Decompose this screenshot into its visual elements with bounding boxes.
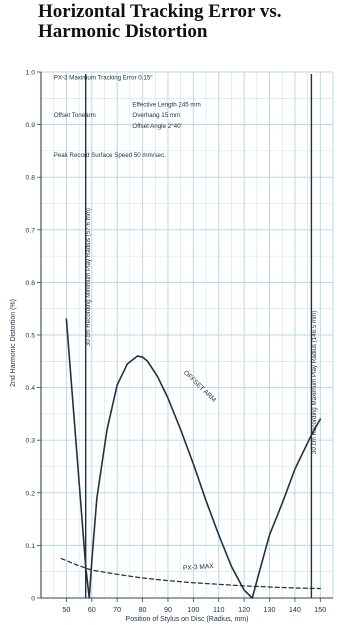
- chart-title: Horizontal Tracking Error vs. Harmonic D…: [38, 2, 328, 42]
- chart-info-text: Effective Length 245 mm: [132, 102, 200, 109]
- x-tick-label: 140: [289, 605, 301, 614]
- vertical-marker-label: 30 cm Recording Minimum Play Radius (57.…: [85, 208, 92, 346]
- y-tick-label: 0.9: [26, 122, 36, 129]
- y-tick-label: 0.1: [26, 543, 36, 550]
- chart-info-text: PX-3 Maximum Tracking Error 0.15°: [54, 74, 154, 81]
- chart-series: [60, 318, 322, 599]
- x-axis-label: Position of Stylus on Disc (Radius, mm): [126, 616, 249, 623]
- chart-info-text: Offset Angle 2°40': [132, 123, 181, 130]
- vertical-markers: 30 cm Recording Minimum Play Radius (57.…: [84, 74, 318, 598]
- axis-ticks: [37, 71, 321, 602]
- px3-max-series-line: [60, 557, 321, 590]
- chart-title-line-2: Harmonic Distortion: [38, 21, 208, 42]
- x-tick-label: 70: [113, 605, 121, 614]
- series-annotation: OFFSET ARM: [182, 369, 217, 403]
- x-tick-label: 90: [164, 605, 172, 614]
- x-tick-label: 60: [88, 605, 96, 614]
- x-tick-label: 100: [187, 605, 199, 614]
- y-tick-label: 0.8: [26, 175, 36, 182]
- y-axis-label: 2nd Harmonic Distortion (%): [10, 299, 17, 387]
- chart-info-text: Offset Tonearm: [54, 112, 96, 119]
- y-tick-label: 0: [31, 596, 35, 603]
- x-tick-label: 50: [62, 605, 70, 614]
- offset-arm-series-line: [65, 318, 322, 599]
- x-tick-label: 130: [264, 605, 276, 614]
- y-tick-label: 0.3: [26, 438, 36, 445]
- vertical-marker-label: 30 cm Recording Maximum Play Radius (146…: [311, 311, 318, 454]
- chart-title-line-1: Horizontal Tracking Error vs.: [38, 1, 282, 22]
- tick-labels: 50 60 70 80 90 100 110 120 130 140 150 0 0.1 0.2 0.3 0.…: [26, 70, 327, 615]
- y-tick-label: 0.6: [26, 280, 36, 287]
- x-tick-label: 120: [238, 605, 250, 614]
- major-grid: [41, 71, 333, 599]
- chart-info: PX-3 Maximum Tracking Error 0.15° Offset …: [54, 74, 201, 159]
- y-tick-label: 1.0: [26, 70, 36, 77]
- series-annotation: PX-3 MAX: [183, 563, 215, 572]
- x-tick-label: 80: [139, 605, 147, 614]
- y-tick-label: 0.2: [26, 490, 36, 497]
- chart-annotations: OFFSET ARM PX-3 MAX: [182, 369, 217, 572]
- y-tick-label: 0.5: [26, 333, 36, 340]
- x-tick-label: 150: [314, 605, 326, 614]
- y-tick-label: 0.7: [26, 227, 36, 234]
- x-tick-label: 110: [213, 605, 224, 614]
- y-tick-label: 0.4: [26, 385, 36, 392]
- chart-info-text: Peak Record Surface Speed 50 mm/sec.: [54, 152, 166, 159]
- chart-info-text: Overhang 15 mm: [132, 112, 180, 119]
